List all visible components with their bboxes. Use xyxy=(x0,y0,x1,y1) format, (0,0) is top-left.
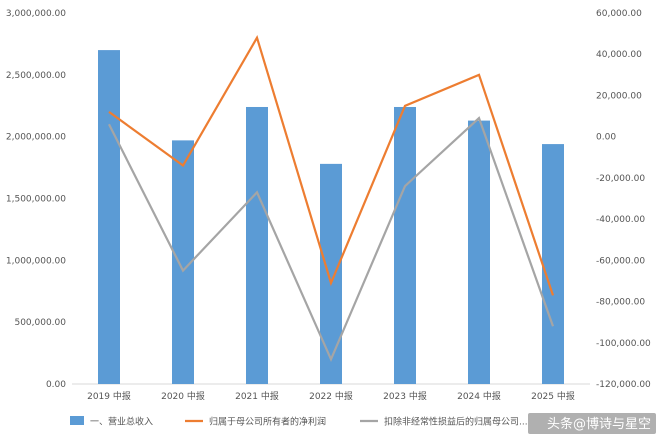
axes-layer: 0.00 500,000.00 1,000,000.00 1,500,000.00 2,… xyxy=(6,9,651,402)
legend: 一、营业总收入 归属于母公司所有者的净利润 扣除非经常性损益后的归属母公司... xyxy=(70,416,528,428)
bar xyxy=(98,50,120,384)
y-left-tick-label: 1,500,000.00 xyxy=(6,195,66,205)
y-right-tick-label: 60,000.00 xyxy=(596,9,642,19)
y-right-tick-label: -100,000.00 xyxy=(596,339,651,349)
bar xyxy=(320,163,342,384)
series-line xyxy=(108,116,555,363)
y-left-tick-label: 3,000,000.00 xyxy=(6,9,66,19)
x-tick-label: 2023 中报 xyxy=(383,390,427,402)
y-right-tick-label: 40,000.00 xyxy=(596,50,642,60)
y-right-tick-label: -40,000.00 xyxy=(596,215,645,225)
legend-swatch xyxy=(70,416,84,425)
x-tick-label: 2024 中报 xyxy=(457,390,501,402)
x-tick-label: 2020 中报 xyxy=(161,390,205,402)
y-left-tick-label: 1,000,000.00 xyxy=(6,256,66,266)
watermark-backdrop xyxy=(528,413,656,434)
watermark-text: 头条@博诗与星空 xyxy=(547,416,651,432)
series-line xyxy=(108,34,555,296)
y-right-tick-label: -120,000.00 xyxy=(596,380,651,390)
lines-layer xyxy=(108,34,555,363)
x-tick-label: 2021 中报 xyxy=(235,390,279,402)
y-left-tick-label: 2,500,000.00 xyxy=(6,71,66,81)
y-left-tick-label: 0.00 xyxy=(46,380,66,390)
y-left-tick-label: 500,000.00 xyxy=(14,318,66,328)
bar xyxy=(246,106,268,384)
x-tick-label: 2019 中报 xyxy=(87,390,131,402)
y-right-tick-label: 0.00 xyxy=(596,133,616,143)
x-tick-label: 2025 中报 xyxy=(531,390,575,402)
legend-label: 扣除非经常性损益后的归属母公司... xyxy=(384,416,528,428)
y-left-tick-label: 2,000,000.00 xyxy=(6,133,66,143)
bar xyxy=(468,120,490,384)
legend-label: 一、营业总收入 xyxy=(90,416,153,428)
y-right-tick-label: 20,000.00 xyxy=(596,91,642,101)
y-right-tick-label: -20,000.00 xyxy=(596,174,645,184)
x-tick-label: 2022 中报 xyxy=(309,390,353,402)
bar xyxy=(394,106,416,384)
watermark: 头条@博诗与星空 xyxy=(528,413,656,434)
bar xyxy=(172,140,194,384)
legend-label: 归属于母公司所有者的净利润 xyxy=(209,416,326,428)
bars-layer xyxy=(98,50,564,384)
bar xyxy=(542,144,564,384)
y-right-tick-label: -60,000.00 xyxy=(596,256,645,266)
y-right-tick-label: -80,000.00 xyxy=(596,298,645,308)
